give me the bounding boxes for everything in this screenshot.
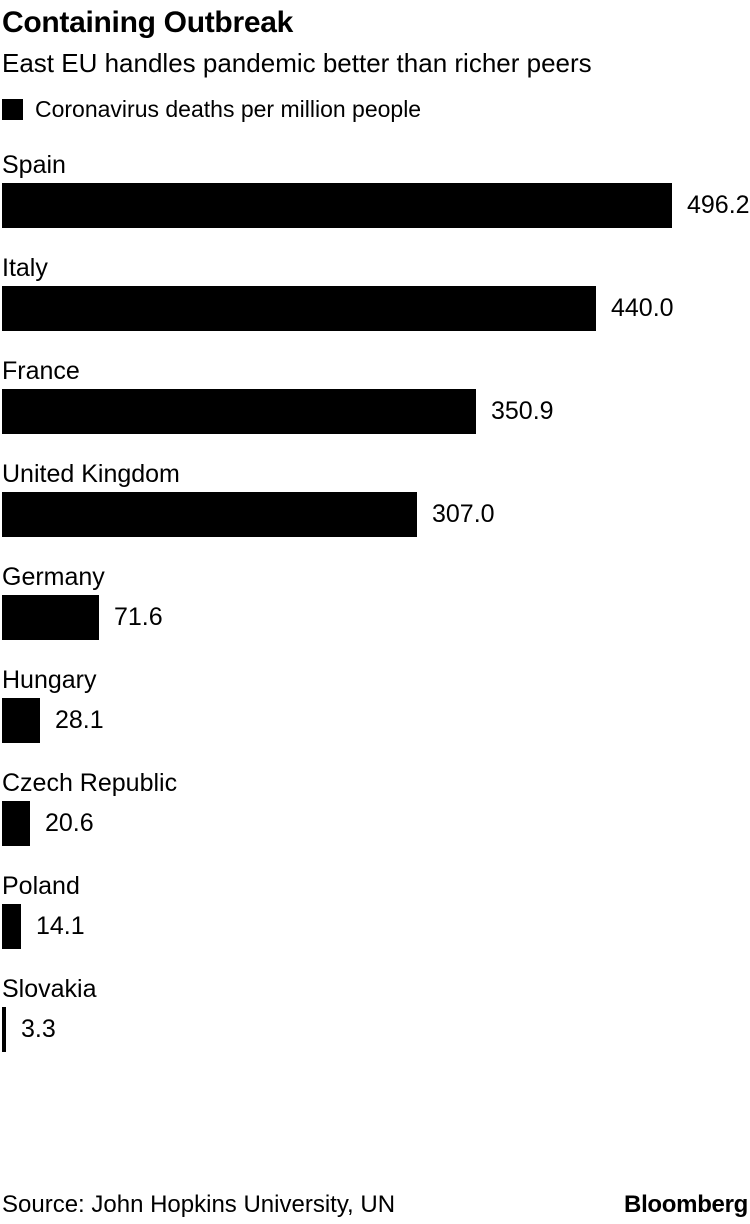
category-label: Spain [2,151,66,179]
value-label: 350.9 [491,397,554,425]
value-label: 20.6 [45,809,94,837]
bar [2,698,40,743]
category-label: France [2,357,80,385]
bloomberg-logo: Bloomberg [624,1191,748,1218]
bar-track: 20.6 [2,801,750,846]
bar-track: 71.6 [2,595,750,640]
bar-row: Hungary 28.1 [2,667,750,770]
bar-chart: Spain 496.2 Italy 440.0 France 350.9 United Ki… [2,152,750,1079]
bar-track: 496.2 [2,183,750,228]
value-label: 3.3 [21,1015,56,1043]
value-label: 440.0 [611,294,674,322]
bar [2,595,99,640]
category-label: Slovakia [2,975,97,1003]
bar-track: 14.1 [2,904,750,949]
category-label: Italy [2,254,48,282]
bar-row: Poland 14.1 [2,873,750,976]
legend-label: Coronavirus deaths per million people [35,95,422,122]
bar-row: Spain 496.2 [2,152,750,255]
footer: Source: John Hopkins University, UN Bloo… [2,1192,748,1218]
bar-row: Italy 440.0 [2,255,750,358]
bar [2,1007,6,1052]
category-label: Hungary [2,666,97,694]
bar-track: 307.0 [2,492,750,537]
chart-subtitle: East EU handles pandemic better than ric… [2,48,592,78]
bar [2,389,476,434]
bar-track: 3.3 [2,1007,750,1052]
bar-row: United Kingdom 307.0 [2,461,750,564]
source-note: Source: John Hopkins University, UN [2,1191,396,1218]
value-label: 496.2 [687,191,750,219]
bar [2,492,417,537]
legend-swatch-icon [2,98,23,120]
chart-title: Containing Outbreak [2,6,293,39]
category-label: United Kingdom [2,460,180,488]
bar-track: 440.0 [2,286,750,331]
bar [2,904,21,949]
bar [2,183,672,228]
bar-track: 350.9 [2,389,750,434]
bar-track: 28.1 [2,698,750,743]
value-label: 28.1 [55,706,104,734]
value-label: 307.0 [432,500,495,528]
bar [2,801,30,846]
bar-row: Slovakia 3.3 [2,976,750,1079]
value-label: 71.6 [114,603,163,631]
category-label: Germany [2,563,105,591]
category-label: Poland [2,872,80,900]
bar [2,286,596,331]
bar-row: France 350.9 [2,358,750,461]
bar-row: Germany 71.6 [2,564,750,667]
value-label: 14.1 [36,912,85,940]
category-label: Czech Republic [2,769,178,797]
legend: Coronavirus deaths per million people [2,95,750,122]
bar-row: Czech Republic 20.6 [2,770,750,873]
